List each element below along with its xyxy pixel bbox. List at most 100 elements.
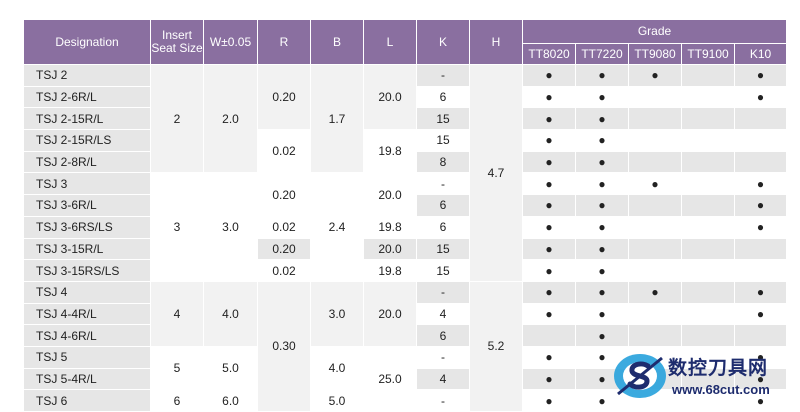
grade-k10-cell: ● <box>733 302 788 326</box>
grade-tt7220-cell: ● <box>575 215 629 239</box>
grade-tt8020-cell: ● <box>522 215 576 239</box>
k-cell: 6 <box>416 85 470 109</box>
k-cell: 8 <box>416 150 470 174</box>
table-row: TSJ 5 5 5.0 4.0 25.0 - ● ● ● <box>23 345 788 412</box>
grade-tt8020-cell <box>522 324 576 347</box>
grade-tt9080-cell <box>628 194 682 217</box>
designation-cell: TSJ 3-15R/L <box>23 237 151 261</box>
designation-cell: TSJ 2 <box>23 64 151 87</box>
grade-tt7220-cell: ● <box>575 194 629 217</box>
grade-tt8020-cell: ● <box>522 107 576 131</box>
l-cell: 20.0 <box>363 280 417 347</box>
w-cell: 2.0 <box>203 63 258 174</box>
grade-tt9080-cell <box>628 237 682 261</box>
l-cell: 19.8 <box>363 259 417 282</box>
designation-cell: TSJ 2-8R/L <box>23 150 151 174</box>
k-cell: - <box>416 64 470 87</box>
grade-k10-cell <box>733 107 788 131</box>
b-cell: 5.0 <box>310 389 364 412</box>
watermark-url[interactable]: www.68cut.com <box>672 382 770 397</box>
r-cell: 0.02 <box>257 259 311 282</box>
header-grade-k10: K10 <box>733 43 788 65</box>
grade-tt7220-cell: ● <box>575 107 629 131</box>
b-cell: 4.0 <box>310 345 364 391</box>
k-cell: - <box>416 389 470 412</box>
grade-tt9080-cell <box>628 259 682 282</box>
k-cell: - <box>416 280 470 304</box>
r-cell: 0.20 <box>257 237 311 261</box>
r-cell: 0.02 <box>257 129 311 174</box>
k-cell: - <box>416 172 470 196</box>
l-cell: 20.0 <box>363 172 417 217</box>
designation-cell: TSJ 3 <box>23 172 151 196</box>
designation-cell: TSJ 4 <box>23 280 151 304</box>
grade-tt8020-cell: ● <box>522 172 576 196</box>
designation-cell: TSJ 3-6RS/LS <box>23 215 151 239</box>
insert-seat-size-cell: 5 <box>150 345 204 391</box>
grade-k10-cell: ● <box>733 194 788 217</box>
h-cell: 4.7 <box>469 64 523 282</box>
table-row: TSJ 3-6RS/LS 0.02 19.8 6 ● ● ● <box>23 215 788 239</box>
grade-k10-cell: ● <box>733 280 788 304</box>
grade-tt8020-cell: ● <box>522 64 576 87</box>
grade-tt9100-cell <box>681 150 735 174</box>
k-cell: 6 <box>416 324 470 347</box>
grade-tt8020-cell: ● <box>522 237 576 261</box>
grade-tt9100-cell <box>681 107 735 131</box>
k-cell: 15 <box>416 107 470 131</box>
grade-tt8020-cell: ● <box>522 85 576 109</box>
grade-tt7220-cell: ● <box>575 172 629 196</box>
w-cell: 4.0 <box>203 280 258 347</box>
w-cell: 6.0 <box>203 389 258 412</box>
grade-tt9100-cell <box>681 64 735 87</box>
site-logo-icon <box>614 354 666 398</box>
b-cell: 3.0 <box>310 280 364 347</box>
grade-k10-cell <box>733 150 788 174</box>
header-grade-tt8020: TT8020 <box>522 43 576 65</box>
header-b: B <box>310 19 364 65</box>
grade-tt8020-cell: ● <box>522 259 576 282</box>
b-cell: 2.4 <box>310 172 364 282</box>
grade-tt9080-cell: ● <box>628 280 682 304</box>
grade-tt9100-cell <box>681 302 735 326</box>
grade-tt9100-cell <box>681 345 735 369</box>
insert-seat-size-cell: 2 <box>150 63 204 174</box>
grade-tt9080-cell <box>628 324 682 347</box>
b-cell: 1.7 <box>310 63 364 174</box>
grade-tt7220-cell: ● <box>575 389 629 412</box>
grade-tt9080-cell: ● <box>628 64 682 87</box>
designation-cell: TSJ 2-15R/LS <box>23 129 151 152</box>
grade-k10-cell: ● <box>733 64 788 87</box>
designation-cell: TSJ 2-6R/L <box>23 85 151 109</box>
r-cell: 0.20 <box>257 172 311 217</box>
grade-k10-cell <box>733 129 788 152</box>
grade-tt7220-cell: ● <box>575 85 629 109</box>
r-cell: 0.20 <box>257 63 311 131</box>
grade-k10-cell: ● <box>733 389 788 412</box>
k-cell: 15 <box>416 237 470 261</box>
grade-tt9100-cell <box>681 215 735 239</box>
w-cell: 5.0 <box>203 345 258 391</box>
grade-k10-cell <box>733 324 788 347</box>
table-row: TSJ 3-15RS/LS 0.02 19.8 15 ● ● <box>23 259 788 282</box>
table-row: TSJ 3-6R/L 6 ● ● ● <box>23 194 788 217</box>
designation-cell: TSJ 4-4R/L <box>23 302 151 326</box>
grade-tt9080-cell <box>628 215 682 239</box>
grade-tt7220-cell: ● <box>575 324 629 347</box>
table-row: TSJ 2-15R/L 15 ● ● <box>23 107 788 131</box>
grade-tt8020-cell: ● <box>522 389 576 412</box>
grade-tt8020-cell: ● <box>522 194 576 217</box>
header-w: W±0.05 <box>203 19 258 65</box>
k-cell: 6 <box>416 194 470 217</box>
table-row: TSJ 4-6R/L 6 ● <box>23 324 788 347</box>
table-row: TSJ 3 3 3.0 0.20 2.4 20.0 - ● ● ● ● <box>23 172 788 282</box>
grade-tt9080-cell <box>628 129 682 152</box>
h-cell: 5.2 <box>469 280 523 412</box>
grade-tt7220-cell: ● <box>575 129 629 152</box>
table-row: TSJ 2 2 2.0 0.20 1.7 20.0 - 4.7 ● ● ● ● <box>23 63 788 282</box>
header-insert-seat-size: Insert Seat Size <box>150 19 204 65</box>
grade-tt9100-cell <box>681 259 735 282</box>
grade-k10-cell: ● <box>733 85 788 109</box>
grade-tt8020-cell: ● <box>522 345 576 369</box>
grade-tt7220-cell: ● <box>575 150 629 174</box>
